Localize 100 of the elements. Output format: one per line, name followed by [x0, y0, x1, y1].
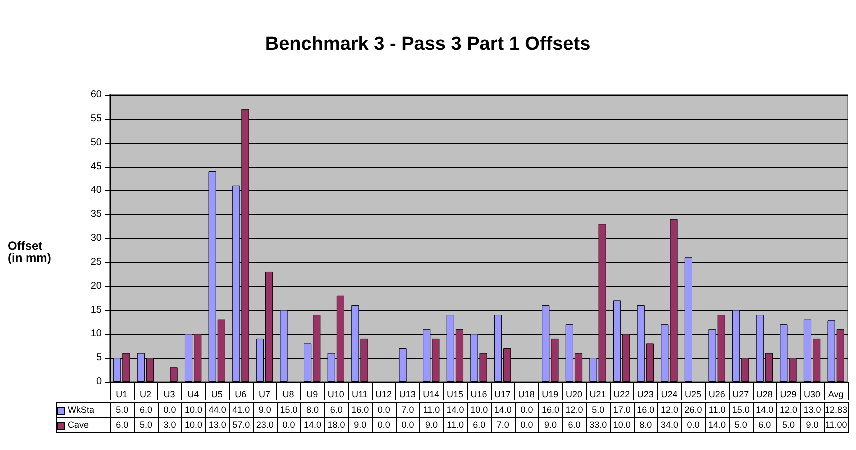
data-label: 10.0: [610, 418, 634, 432]
y-tick-label: 15: [90, 304, 102, 316]
data-label: 6.0: [134, 402, 158, 418]
y-tick-label: 30: [90, 233, 102, 244]
x-tick-label: U26: [708, 390, 726, 400]
data-label: 6.0: [562, 418, 586, 432]
y-axis-title: Offset (in mm): [8, 239, 52, 265]
data-label: 13.0: [800, 402, 824, 418]
chart-title: Benchmark 3 - Pass 3 Part 1 Offsets: [265, 34, 591, 55]
data-label: 16.0: [538, 402, 563, 418]
x-tick-label: U23: [637, 390, 654, 400]
data-label: 0.0: [372, 402, 396, 418]
x-tick-label: U20: [566, 390, 582, 400]
data-label: 6.0: [467, 418, 492, 432]
data-label: 14.0: [705, 418, 730, 432]
x-tick-label: U13: [399, 390, 416, 400]
data-label: 8.0: [300, 402, 325, 418]
data-label: 12.0: [658, 402, 682, 418]
y-tick-label: 60: [90, 90, 102, 100]
x-tick-label: U7: [258, 390, 270, 400]
data-label: 16.0: [348, 402, 372, 418]
x-tick-label: U9: [306, 390, 318, 400]
data-label: 5.0: [586, 402, 610, 418]
data-label: 13.0: [206, 418, 230, 432]
data-label: 11.00: [824, 418, 848, 432]
data-label: 5.0: [776, 418, 801, 432]
data-label: 9.0: [800, 418, 824, 432]
x-tick-label: U21: [590, 390, 606, 400]
data-label: 14.0: [444, 402, 468, 418]
y-tick-label: 5: [96, 352, 102, 364]
x-tick-label: U14: [423, 390, 440, 400]
data-label: 7.0: [491, 418, 516, 432]
x-tick-label: U3: [164, 390, 176, 400]
data-label: 23.0: [253, 418, 278, 432]
data-label: 12.0: [562, 402, 586, 418]
data-label: 34.0: [658, 418, 682, 432]
data-label: 0.0: [396, 418, 420, 432]
data-label: 0.0: [682, 418, 706, 432]
data-label: 6.0: [753, 418, 777, 432]
x-tick-label: U5: [211, 390, 223, 400]
x-tick-label: U11: [352, 390, 368, 400]
data-label: 44.0: [206, 402, 230, 418]
data-label: 5.0: [134, 418, 158, 432]
data-label: 7.0: [396, 402, 420, 418]
x-tick-label: U4: [188, 390, 200, 400]
data-label: 15.0: [729, 402, 754, 418]
x-tick-label: U22: [614, 390, 630, 400]
data-label: 0.0: [277, 418, 301, 432]
y-tick-label: 40: [90, 185, 102, 196]
y-tick-label: 50: [90, 137, 102, 148]
x-tick-label: U30: [804, 390, 821, 400]
x-tick-label: U29: [780, 390, 797, 400]
data-label: 17.0: [610, 402, 634, 418]
x-tick-label: U27: [732, 390, 750, 400]
data-label: 15.0: [277, 402, 301, 418]
x-tick-label: U24: [661, 390, 678, 400]
x-tick-label: U1: [116, 390, 128, 400]
x-tick-label: U2: [140, 390, 152, 400]
x-tick-label: U6: [235, 390, 247, 400]
x-tick-label: U12: [376, 390, 392, 400]
x-tick-label: U16: [470, 390, 488, 400]
data-label: 57.0: [229, 418, 254, 432]
data-label: 33.0: [586, 418, 610, 432]
data-label: 6.0: [110, 418, 134, 432]
y-tick-label: 10: [90, 328, 102, 340]
data-label: 9.0: [538, 418, 563, 432]
data-label: 0.0: [515, 402, 539, 418]
y-tick-label: 45: [90, 161, 102, 172]
data-label: 12.83: [824, 402, 848, 418]
x-tick-label: U18: [518, 390, 535, 400]
data-label: 9.0: [420, 418, 444, 432]
y-tick-label: 55: [90, 113, 102, 124]
x-tick-label: U17: [494, 390, 512, 400]
data-label: 10.0: [182, 402, 206, 418]
x-tick-label: U19: [542, 390, 559, 400]
data-label: 10.0: [467, 402, 492, 418]
x-tick-label: U15: [446, 390, 464, 400]
data-label: 9.0: [253, 402, 278, 418]
x-tick-label: U8: [282, 390, 294, 400]
data-label: 16.0: [634, 402, 658, 418]
legend-label: WkSta: [56, 402, 110, 418]
x-tick-label: U25: [685, 390, 702, 400]
data-label: 18.0: [324, 418, 348, 432]
data-label: 41.0: [229, 402, 254, 418]
data-label: 14.0: [491, 402, 516, 418]
data-label: 14.0: [300, 418, 325, 432]
x-tick-label: U10: [328, 390, 344, 400]
data-label: 5.0: [729, 418, 754, 432]
y-tick-label: 25: [90, 256, 102, 268]
data-label: 14.0: [753, 402, 777, 418]
x-tick-label: U28: [756, 390, 773, 400]
y-tick-label: 20: [90, 280, 102, 292]
data-label: 11.0: [705, 402, 730, 418]
legend-label: Cave: [56, 418, 110, 432]
data-label: 5.0: [110, 402, 134, 418]
data-label: 12.0: [776, 402, 801, 418]
y-tick-label: 0: [96, 376, 102, 388]
data-label: 8.0: [634, 418, 658, 432]
data-label: 10.0: [182, 418, 206, 432]
y-tick-label: 35: [90, 209, 102, 220]
